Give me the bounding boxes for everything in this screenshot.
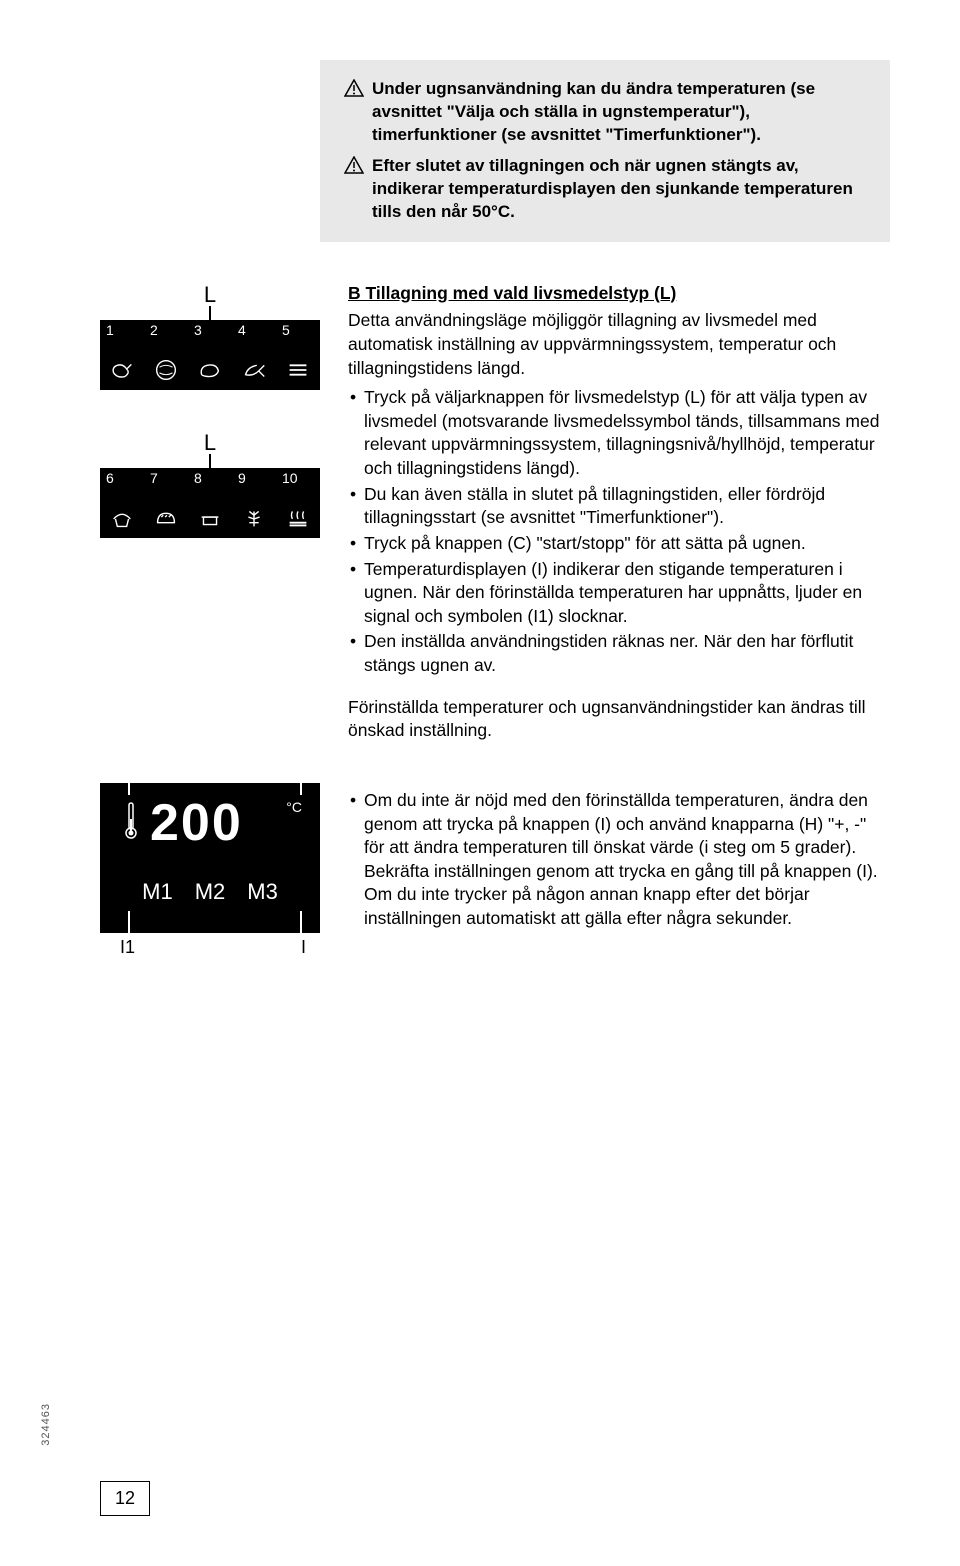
- warning-icon: [344, 79, 364, 104]
- num-4: 4: [232, 322, 276, 338]
- bread-icon: [152, 504, 180, 532]
- poultry-icon: [108, 356, 136, 384]
- label-I: I: [301, 937, 306, 958]
- temp-value: 200: [150, 793, 243, 853]
- label-I1: I1: [120, 937, 135, 958]
- num-7: 7: [144, 470, 188, 486]
- bullet-2: Du kan även ställa in slutet på tillagni…: [348, 483, 890, 530]
- num-6: 6: [100, 470, 144, 486]
- memory-m2: M2: [195, 879, 226, 905]
- bullet-3: Tryck på knappen (C) "start/stopp" för a…: [348, 532, 890, 556]
- bottom-text-column: Om du inte är nöjd med den förinställda …: [348, 783, 890, 958]
- rack-icon: [284, 356, 312, 384]
- muffin-icon: [108, 504, 136, 532]
- num-8: 8: [188, 470, 232, 486]
- section-after: Förinställda temperaturer och ugnsanvänd…: [348, 696, 890, 743]
- bullet-5: Den inställda användningstiden räknas ne…: [348, 630, 890, 677]
- left-illustration-column: L 1 2 3 4 5 L: [100, 282, 320, 743]
- memory-m1: M1: [142, 879, 173, 905]
- bullet-4: Temperaturdisplayen (I) indikerar den st…: [348, 558, 890, 629]
- casserole-icon: [196, 504, 224, 532]
- warning-item-1: Under ugnsanvändning kan du ändra temper…: [344, 78, 866, 147]
- meat-icon: [196, 356, 224, 384]
- temperature-display: 200 °C M1 M2 M3: [100, 783, 320, 933]
- temp-unit: °C: [286, 799, 302, 815]
- num-10: 10: [276, 470, 320, 486]
- warning-item-2: Efter slutet av tillagningen och när ugn…: [344, 155, 866, 224]
- bullet-1: Tryck på väljarknappen för livsmedelstyp…: [348, 386, 890, 481]
- warning-text-1: Under ugnsanvändning kan du ändra temper…: [372, 78, 866, 147]
- label-L-bottom: L: [100, 430, 320, 456]
- side-code: 324463: [40, 1403, 52, 1446]
- food-panel-bottom: 6 7 8 9 10: [100, 468, 320, 538]
- warning-box: Under ugnsanvändning kan du ändra temper…: [320, 60, 890, 242]
- num-5: 5: [276, 322, 320, 338]
- num-9: 9: [232, 470, 276, 486]
- pizza-icon: [152, 356, 180, 384]
- memory-m3: M3: [247, 879, 278, 905]
- warning-icon: [344, 156, 364, 181]
- fish-icon: [240, 356, 268, 384]
- num-1: 1: [100, 322, 144, 338]
- page-number: 12: [100, 1481, 150, 1516]
- thermometer-icon: [124, 801, 138, 846]
- display-illustration: 200 °C M1 M2 M3 I1 I: [100, 783, 320, 958]
- section-title: B Tillagning med vald livsmedelstyp (L): [348, 282, 890, 306]
- grill-icon: [284, 504, 312, 532]
- num-3: 3: [188, 322, 232, 338]
- label-L-top: L: [100, 282, 320, 308]
- main-text-column: B Tillagning med vald livsmedelstyp (L) …: [348, 282, 890, 743]
- section-intro: Detta användningsläge möjliggör tillagni…: [348, 309, 890, 380]
- bottom-bullet-1: Om du inte är nöjd med den förinställda …: [348, 789, 890, 931]
- warning-text-2: Efter slutet av tillagningen och när ugn…: [372, 155, 866, 224]
- num-2: 2: [144, 322, 188, 338]
- vegetable-icon: [240, 504, 268, 532]
- food-panel-top: 1 2 3 4 5: [100, 320, 320, 390]
